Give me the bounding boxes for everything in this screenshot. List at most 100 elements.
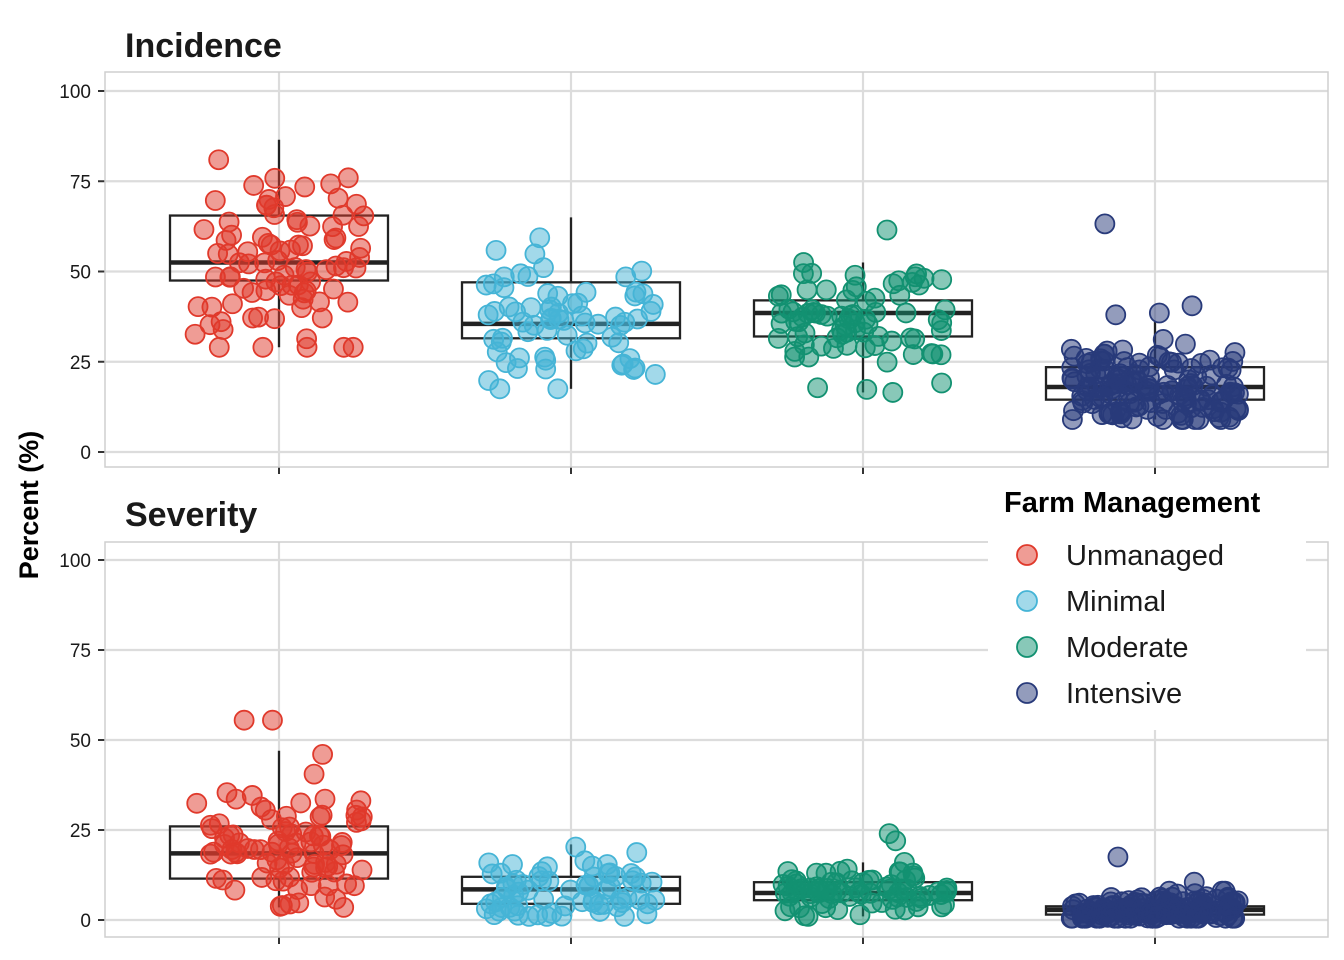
y-tick-label: 100 [59,82,91,103]
point-moderate [778,298,800,320]
point-minimal [576,332,598,354]
point-unmanaged [205,867,227,889]
legend-background [988,482,1306,730]
point-intensive [1161,380,1183,402]
point-unmanaged [256,852,278,874]
point-unmanaged [302,825,324,847]
point-unmanaged [336,873,357,895]
point-intensive [1167,903,1189,924]
point-moderate [801,262,823,284]
point-intensive [1100,906,1122,927]
point-minimal [610,888,632,910]
point-intensive [1094,213,1116,235]
point-minimal [593,894,614,915]
y-tick-label: 50 [70,263,91,284]
point-intensive [1220,897,1242,918]
point-minimal [493,266,515,288]
point-unmanaged [294,176,316,198]
point-intensive [1118,392,1140,414]
point-unmanaged [292,235,313,257]
point-minimal [581,855,603,877]
point-unmanaged [186,792,208,814]
point-unmanaged [269,895,291,917]
point-intensive [1105,304,1127,326]
legend-key-moderate [1016,636,1038,658]
point-unmanaged [243,175,265,196]
point-moderate [849,904,871,926]
point-unmanaged [272,870,294,892]
point-moderate [831,319,852,341]
point-moderate [882,382,904,403]
point-minimal [533,257,554,279]
point-intensive [1158,351,1180,373]
point-intensive [1139,366,1160,388]
y-tick-label: 50 [70,731,91,752]
point-unmanaged [296,336,318,358]
panel-border [104,71,1329,468]
point-unmanaged [248,306,269,328]
point-intensive [1180,358,1202,379]
point-moderate [931,269,953,291]
point-intensive [1131,898,1153,919]
legend-key-unmanaged [1016,544,1038,566]
point-moderate [799,877,821,899]
point-unmanaged [265,271,287,293]
point-minimal [517,266,539,287]
point-unmanaged [193,219,215,240]
point-minimal [547,378,569,400]
point-intensive [1076,353,1098,375]
point-moderate [856,378,878,400]
point-intensive [1217,357,1239,379]
point-unmanaged [208,336,230,358]
point-moderate [774,882,796,904]
point-minimal [571,305,593,327]
point-unmanaged [233,277,255,299]
point-unmanaged [261,809,282,830]
point-unmanaged [342,336,364,358]
point-minimal [538,870,560,892]
point-unmanaged [264,167,286,189]
point-unmanaged [309,291,330,313]
point-minimal [626,842,648,863]
point-minimal [605,306,626,328]
point-unmanaged [309,806,331,828]
point-minimal [509,347,530,369]
point-minimal [565,836,587,858]
point-unmanaged [337,291,359,313]
point-intensive [1152,329,1174,350]
point-moderate [807,377,828,399]
point-intensive [1174,333,1196,355]
panel-border [104,541,1329,938]
point-minimal [644,364,666,385]
point-unmanaged [257,232,279,254]
point-unmanaged [262,709,283,731]
point-moderate [864,335,886,356]
point-moderate [784,340,806,362]
point-intensive [1140,392,1162,413]
point-moderate [876,351,898,373]
y-tick-label: 100 [59,551,91,572]
point-unmanaged [288,274,309,296]
point-intensive [1148,302,1170,324]
point-unmanaged [243,839,265,860]
point-intensive [1107,846,1129,868]
point-unmanaged [215,229,237,251]
legend-label-moderate: Moderate [1066,632,1189,664]
point-unmanaged [256,194,278,216]
y-tick-label: 25 [70,821,91,842]
point-minimal [615,266,637,288]
point-unmanaged [332,844,354,866]
point-minimal [503,884,525,906]
point-unmanaged [320,173,342,195]
point-intensive [1102,404,1123,426]
point-minimal [481,863,503,885]
point-minimal [553,309,575,331]
point-intensive [1183,871,1205,893]
point-minimal [537,283,559,304]
legend-key-minimal [1016,590,1038,612]
point-unmanaged [233,709,255,731]
point-intensive [1208,407,1230,428]
point-intensive [1199,349,1221,371]
y-tick-label: 0 [80,443,91,464]
point-moderate [815,279,837,301]
